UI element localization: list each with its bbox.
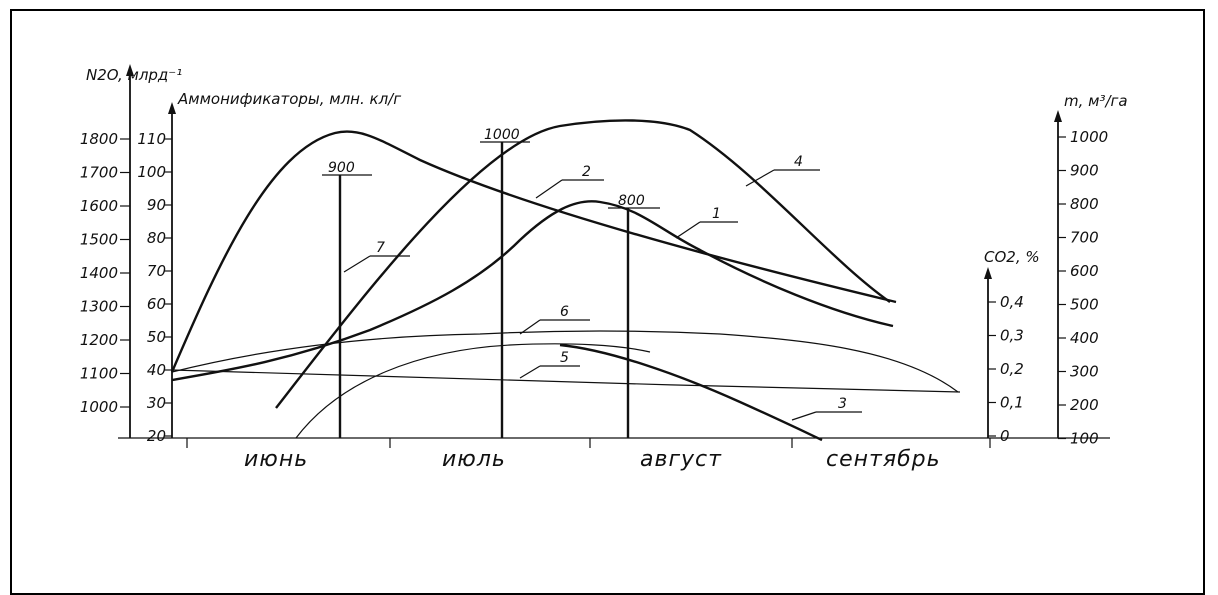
- ammonifiers-axis-title: Аммонификаторы, млн. кл/г: [177, 90, 401, 108]
- m-tick-label: 800: [1070, 195, 1099, 213]
- m-axis-title: m, м³/га: [1064, 92, 1128, 110]
- leader-5: [519, 365, 541, 379]
- curve-7: [170, 130, 897, 373]
- n2o-tick-label: 1000: [80, 398, 118, 416]
- ammonifiers-tick-label: 60: [147, 295, 166, 313]
- m-axis-arrow-icon: [1054, 110, 1062, 122]
- ammonifiers-tick-label: 40: [147, 361, 166, 379]
- n2o-tick-label: 1300: [80, 298, 118, 316]
- curve-label-7: 7: [376, 240, 385, 256]
- n2o-tick-label: 1600: [80, 197, 118, 215]
- m-tick-label: 500: [1070, 296, 1099, 314]
- co2-tick-label: 0,2: [1000, 360, 1024, 378]
- curve-label-4: 4: [794, 154, 803, 170]
- leader-4: [745, 169, 775, 187]
- ammonifiers-axis-arrow-icon: [168, 102, 176, 114]
- m-tick-label: 600: [1070, 262, 1099, 280]
- month-label-september: сентябрь: [826, 447, 941, 472]
- m-tick-label: 100: [1070, 430, 1099, 448]
- co2-axis-title: CO2, %: [984, 248, 1040, 266]
- n2o-tick-label: 1800: [80, 130, 118, 148]
- co2-tick-label: 0,4: [1000, 293, 1024, 311]
- n2o-tick-label: 1500: [80, 231, 118, 249]
- n2o-tick-label: 1700: [80, 164, 118, 182]
- ammonifiers-tick-label: 110: [137, 130, 166, 148]
- bar-marker-1000-label: 1000: [484, 127, 520, 143]
- bar-marker-900-label: 900: [328, 160, 355, 176]
- m-tick-label: 700: [1070, 229, 1099, 247]
- co2-tick-label: 0: [1000, 427, 1010, 445]
- curve-5: [295, 343, 651, 439]
- curve-label-3: 3: [838, 396, 847, 412]
- ammonifiers-tick-label: 30: [147, 394, 166, 412]
- n2o-axis-title: N2O, млрд⁻¹: [86, 66, 182, 84]
- m-tick-labels: 1000 900 800 700 600 500 400 300 200 100: [1058, 128, 1108, 448]
- curve-label-6: 6: [560, 304, 569, 320]
- curve-3: [559, 343, 823, 442]
- curve-4: [275, 119, 891, 409]
- ammonifiers-tick-label: 20: [147, 427, 166, 445]
- month-label-june: июнь: [244, 447, 308, 472]
- month-label-august: август: [640, 447, 722, 472]
- curve-2: [171, 200, 894, 382]
- ammonifiers-tick-label: 50: [147, 328, 166, 346]
- n2o-axis-arrow-icon: [126, 64, 134, 76]
- curve-label-2: 2: [582, 164, 591, 180]
- bar-marker-800-label: 800: [618, 193, 645, 209]
- n2o-tick-label: 1400: [80, 264, 118, 282]
- m-tick-label: 200: [1070, 396, 1099, 414]
- m-tick-label: 300: [1070, 363, 1099, 381]
- n2o-tick-label: 1100: [80, 365, 118, 383]
- ammonifiers-tick-label: 70: [147, 262, 166, 280]
- curve-label-1: 1: [712, 206, 721, 222]
- n2o-tick-labels: 1800 1700 1600 1500 1400 1300 1200 1100 1000: [80, 130, 130, 416]
- curve-1: [171, 369, 961, 393]
- n2o-tick-label: 1200: [80, 331, 118, 349]
- leader-6: [519, 319, 541, 335]
- co2-tick-labels: 0,4 0,3 0,2 0,1 0: [988, 293, 1024, 445]
- month-label-july: июль: [442, 447, 506, 472]
- curve-6: [171, 330, 959, 393]
- ammonifiers-tick-labels: 110 100 90 80 70 60 50 40 30 20: [137, 130, 172, 445]
- co2-tick-label: 0,1: [1000, 394, 1024, 412]
- leader-1: [675, 221, 701, 239]
- co2-axis-arrow-icon: [984, 267, 992, 279]
- leader-3: [791, 411, 817, 421]
- co2-tick-label: 0,3: [1000, 327, 1024, 345]
- chart-frame: [10, 9, 1205, 595]
- ammonifiers-tick-label: 80: [147, 229, 166, 247]
- ammonifiers-tick-label: 100: [137, 163, 166, 181]
- ammonifiers-tick-label: 90: [147, 196, 166, 214]
- m-tick-label: 400: [1070, 329, 1099, 347]
- m-tick-label: 900: [1070, 162, 1099, 180]
- curve-label-5: 5: [560, 350, 569, 366]
- m-tick-label: 1000: [1070, 128, 1108, 146]
- leader-2: [535, 179, 563, 199]
- leader-7: [343, 255, 371, 273]
